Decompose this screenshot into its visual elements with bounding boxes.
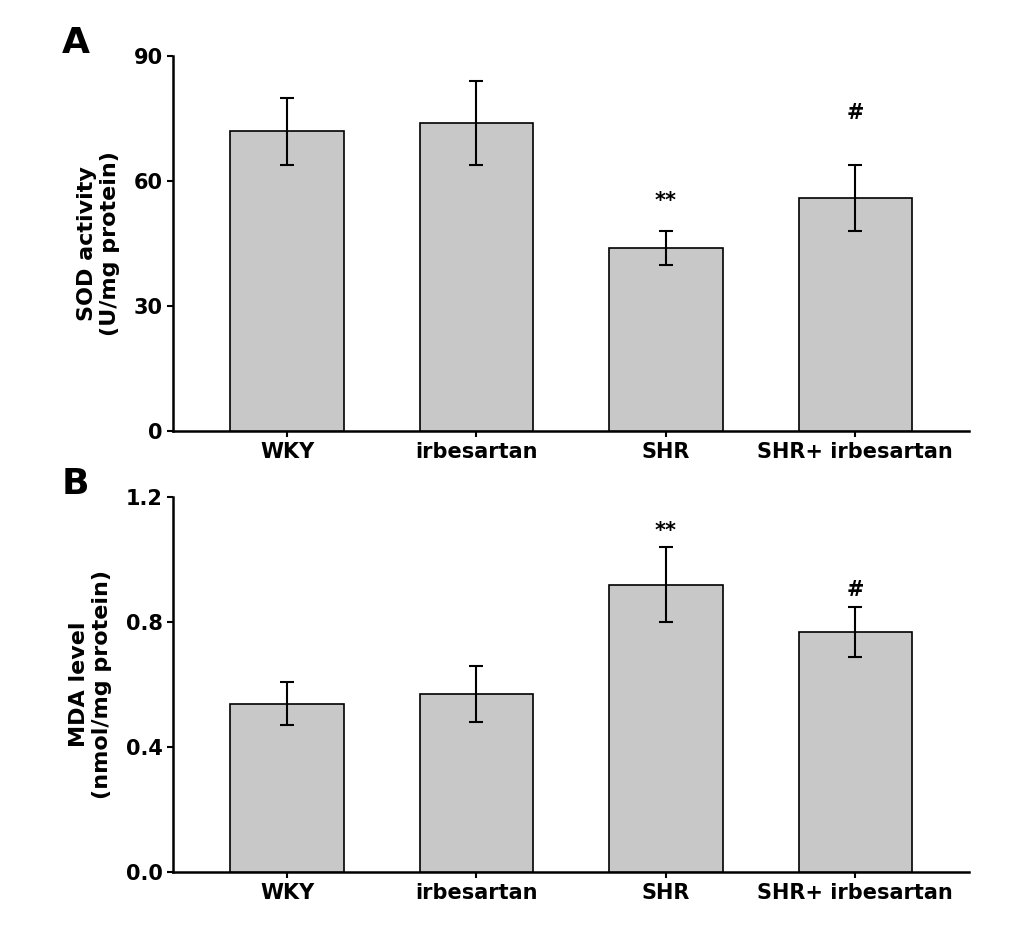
Y-axis label: MDA level
(nmol/mg protein): MDA level (nmol/mg protein) (69, 570, 112, 799)
Bar (419, 123, 533, 431)
Bar (798, 198, 911, 431)
Bar (798, 631, 911, 872)
Bar (608, 248, 722, 431)
Bar (419, 694, 533, 872)
Bar (230, 131, 343, 431)
Text: **: ** (654, 190, 677, 210)
Text: **: ** (654, 521, 677, 541)
Text: B: B (62, 467, 90, 501)
Y-axis label: SOD activity
(U/mg protein): SOD activity (U/mg protein) (76, 151, 120, 337)
Text: #: # (846, 103, 863, 123)
Text: #: # (846, 581, 863, 600)
Text: A: A (62, 26, 90, 60)
Bar (608, 584, 722, 872)
Bar (230, 704, 343, 872)
